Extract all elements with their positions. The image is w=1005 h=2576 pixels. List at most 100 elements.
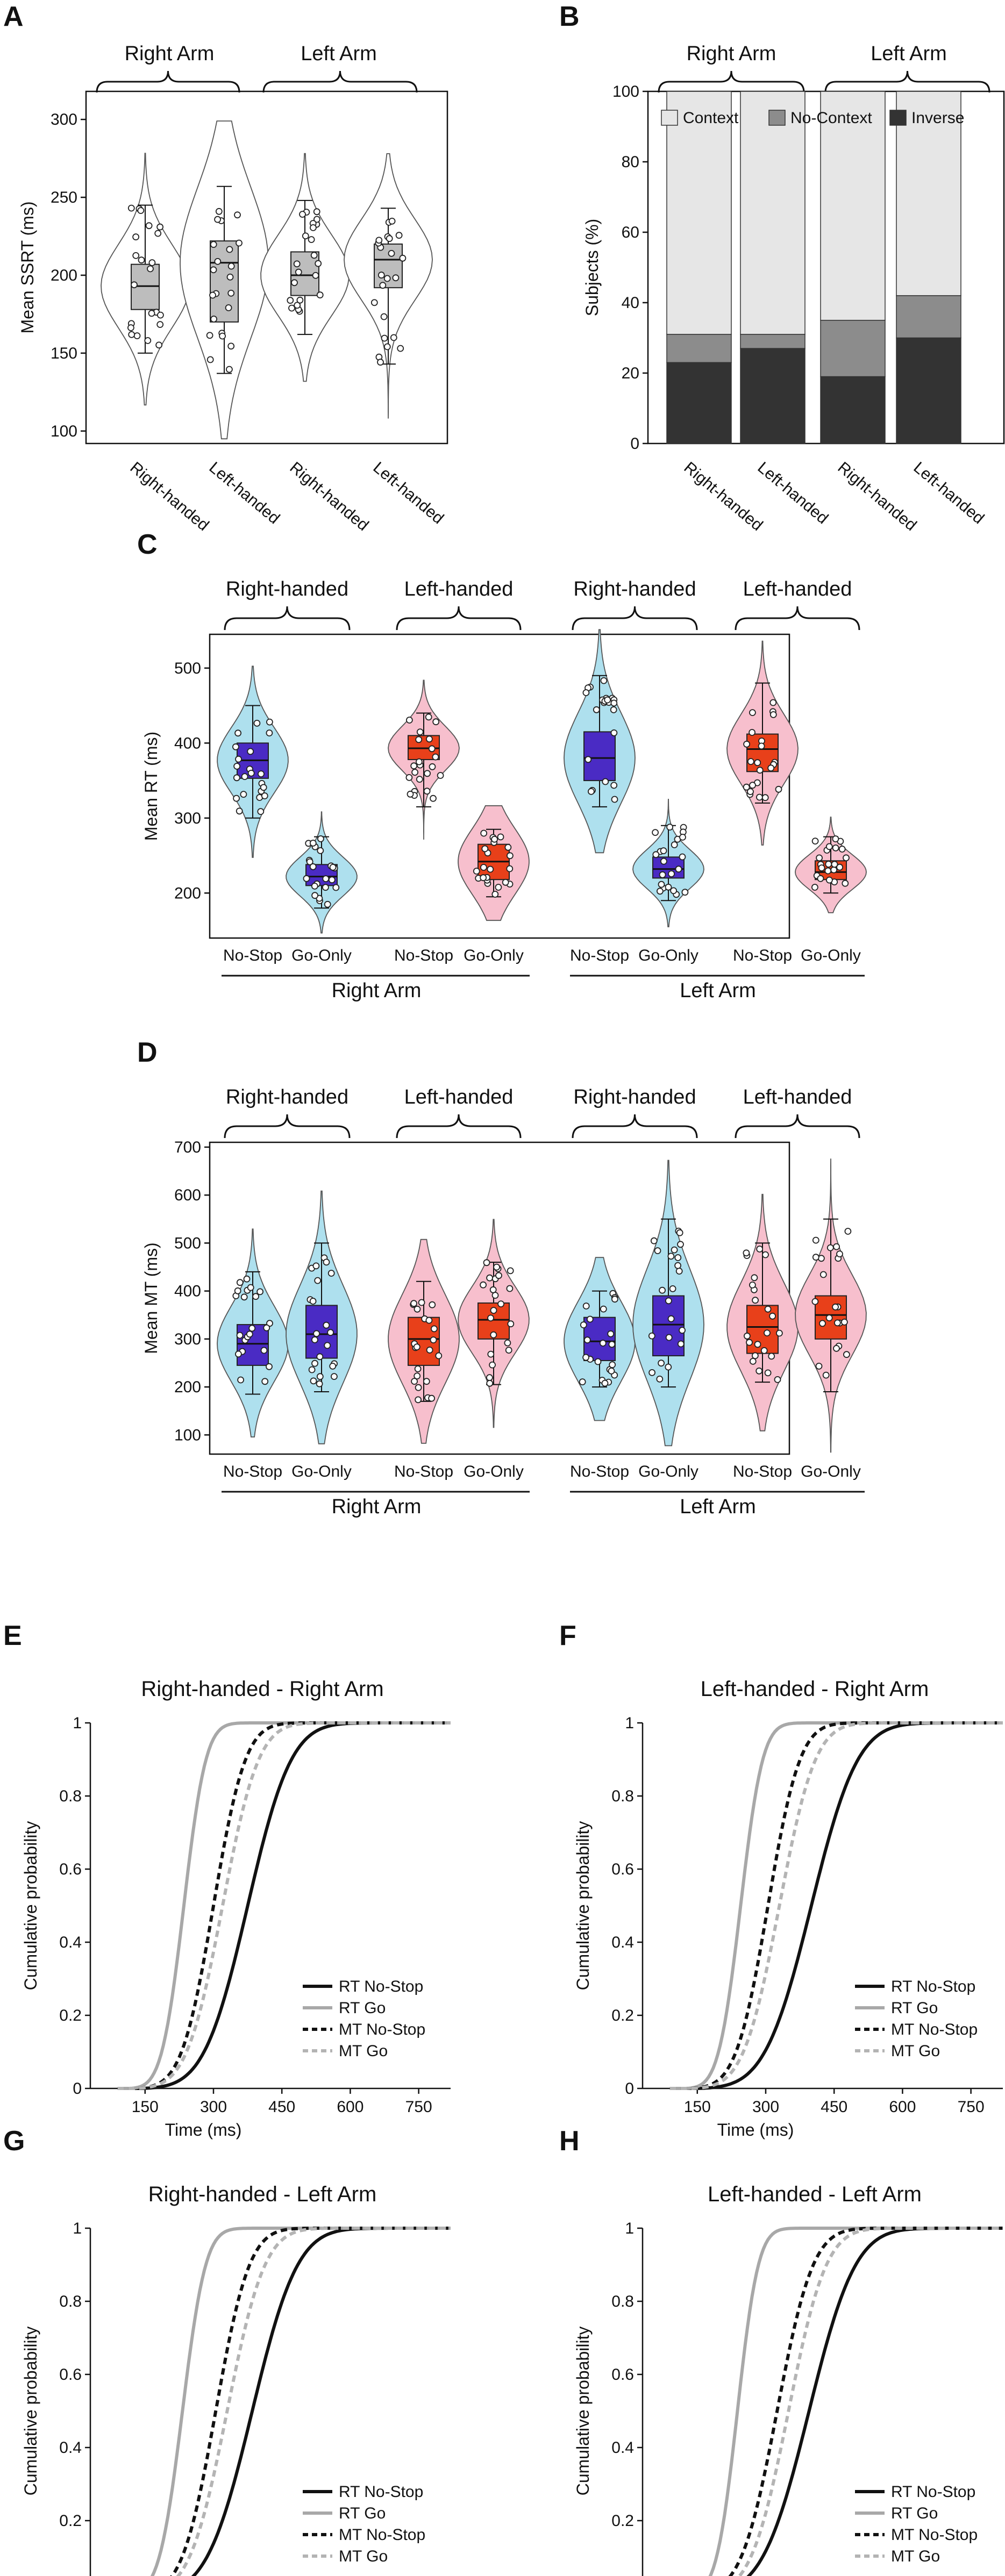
x-tick-label-c: Go-Only bbox=[801, 947, 861, 964]
x-tick-label: 600 bbox=[337, 2098, 363, 2116]
data-point bbox=[149, 310, 155, 316]
y-tick-label: 500 bbox=[174, 1234, 201, 1252]
data-point bbox=[604, 697, 610, 703]
data-point bbox=[323, 1322, 329, 1328]
data-point bbox=[330, 864, 336, 870]
data-point bbox=[139, 257, 145, 263]
data-point bbox=[267, 719, 273, 725]
data-point bbox=[240, 791, 246, 797]
data-point bbox=[812, 1299, 818, 1305]
data-point bbox=[438, 772, 444, 778]
data-point bbox=[324, 1342, 330, 1348]
data-point bbox=[750, 710, 755, 715]
data-point bbox=[843, 855, 849, 861]
data-point bbox=[660, 872, 666, 878]
panel-letter-g: G bbox=[3, 2126, 25, 2157]
y-tick-label: 40 bbox=[622, 294, 639, 312]
y-tick-label: 0.2 bbox=[59, 2007, 82, 2024]
data-point bbox=[311, 1378, 317, 1384]
data-point bbox=[507, 1286, 512, 1292]
data-point bbox=[393, 275, 398, 281]
data-point bbox=[768, 1353, 774, 1359]
data-point bbox=[426, 736, 432, 742]
y-tick-label: 400 bbox=[174, 734, 201, 752]
y-tick-label: 700 bbox=[174, 1139, 201, 1156]
y-axis-label-b: Subjects (%) bbox=[582, 219, 602, 316]
y-tick-label: 0.4 bbox=[59, 1934, 82, 1951]
data-point bbox=[842, 1319, 847, 1325]
y-tick-label: 0 bbox=[73, 2080, 82, 2098]
data-point bbox=[324, 1259, 330, 1265]
y-tick-label: 600 bbox=[174, 1186, 201, 1204]
data-point bbox=[210, 292, 216, 298]
data-point bbox=[323, 884, 329, 890]
data-point bbox=[330, 1363, 336, 1369]
data-point bbox=[387, 235, 393, 241]
data-point bbox=[678, 1241, 683, 1247]
data-point bbox=[825, 868, 831, 874]
group-label-left-arm-a: Left Arm bbox=[301, 42, 377, 65]
data-point bbox=[580, 1379, 586, 1385]
data-point bbox=[503, 879, 509, 885]
data-point bbox=[236, 240, 242, 246]
data-point bbox=[133, 253, 139, 259]
data-point bbox=[207, 332, 213, 338]
y-tick-label: 0.6 bbox=[59, 2366, 82, 2384]
data-point bbox=[750, 1358, 756, 1364]
data-point bbox=[261, 784, 267, 790]
data-point bbox=[145, 338, 151, 344]
data-point bbox=[310, 1298, 316, 1304]
data-point bbox=[236, 756, 241, 762]
handed-label-d: Left-handed bbox=[404, 1086, 514, 1108]
data-point bbox=[653, 851, 659, 857]
data-point bbox=[313, 1263, 319, 1269]
box-a1 bbox=[210, 241, 238, 322]
data-point bbox=[675, 1263, 681, 1269]
data-point bbox=[226, 247, 232, 253]
x-tick-label-c: No-Stop bbox=[394, 947, 453, 964]
panel-letter-c: C bbox=[137, 529, 158, 560]
data-point bbox=[325, 901, 331, 907]
data-point bbox=[155, 231, 161, 237]
data-point bbox=[227, 274, 233, 280]
legend-swatch-inverse bbox=[890, 110, 906, 125]
data-point bbox=[665, 1364, 671, 1370]
data-point bbox=[412, 769, 418, 775]
series-line-rt-no-stop bbox=[670, 2228, 1003, 2576]
legend-label-rt-go: RT Go bbox=[891, 2505, 938, 2522]
handed-label-d: Right-handed bbox=[573, 1086, 696, 1108]
data-point bbox=[296, 269, 302, 275]
legend-label-rt-no-stop: RT No-Stop bbox=[891, 2483, 975, 2501]
data-point bbox=[490, 1332, 496, 1338]
data-point bbox=[835, 1320, 840, 1326]
data-point bbox=[609, 1368, 615, 1374]
data-point bbox=[507, 866, 512, 872]
y-tick-label: 300 bbox=[174, 810, 201, 827]
data-point bbox=[318, 836, 324, 842]
data-point bbox=[832, 861, 838, 867]
data-point bbox=[317, 1354, 323, 1359]
data-point bbox=[757, 795, 762, 800]
data-point bbox=[757, 767, 763, 773]
data-point bbox=[317, 1373, 323, 1379]
data-point bbox=[611, 782, 617, 788]
data-point bbox=[494, 1264, 500, 1270]
x-tick-label-d: No-Stop bbox=[394, 1463, 453, 1480]
x-tick-label-d: Go-Only bbox=[464, 1463, 524, 1480]
chart-title-f: Left-handed - Right Arm bbox=[701, 1677, 929, 1701]
data-point bbox=[242, 774, 248, 779]
data-point bbox=[309, 1367, 315, 1373]
data-point bbox=[303, 233, 309, 239]
group-label-left-arm-b: Left Arm bbox=[871, 42, 947, 65]
y-axis-label-c: Mean RT (ms) bbox=[141, 732, 161, 841]
data-point bbox=[304, 876, 310, 882]
panel-letter-d: D bbox=[137, 1037, 158, 1068]
data-point bbox=[488, 1315, 494, 1321]
data-point bbox=[433, 719, 439, 725]
data-point bbox=[436, 1353, 441, 1359]
brace-handed-c1 bbox=[397, 606, 521, 630]
data-point bbox=[426, 1318, 432, 1323]
y-tick-label: 0 bbox=[625, 2080, 634, 2098]
y-tick-label: 100 bbox=[51, 423, 77, 440]
data-point bbox=[487, 1375, 493, 1380]
